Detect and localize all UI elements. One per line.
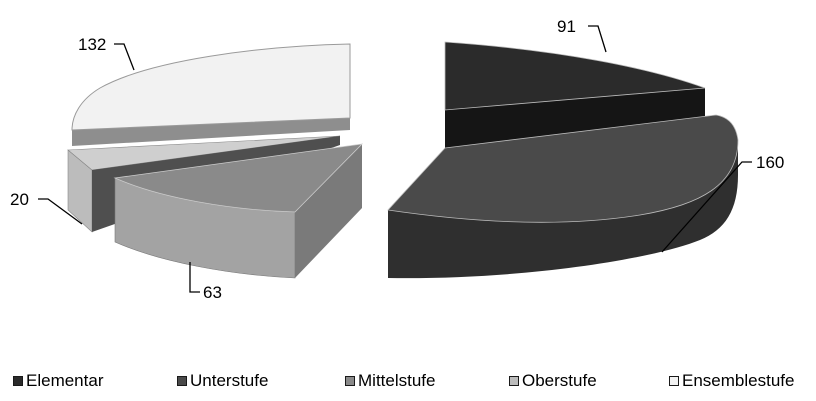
legend-item-oberstufe: Oberstufe bbox=[509, 371, 597, 391]
legend: Elementar Unterstufe Mittelstufe Oberstu… bbox=[0, 371, 816, 401]
legend-item-elementar: Elementar bbox=[13, 371, 103, 391]
pie-chart: 91 160 63 20 132 bbox=[10, 17, 784, 302]
slice-ensemblestufe-top bbox=[71, 43, 351, 131]
leader-line-unterstufe bbox=[661, 161, 752, 253]
legend-label-elementar: Elementar bbox=[26, 371, 104, 390]
slice-elementar-top bbox=[444, 41, 706, 111]
legend-label-unterstufe: Unterstufe bbox=[190, 371, 269, 390]
legend-item-mittelstufe: Mittelstufe bbox=[345, 371, 435, 391]
slice-ensemblestufe bbox=[71, 43, 351, 146]
leader-line-ensemblestufe bbox=[114, 43, 135, 71]
data-label-mittelstufe: 63 bbox=[203, 283, 222, 302]
slice-unterstufe bbox=[387, 114, 739, 279]
legend-label-ensemblestufe: Ensemblestufe bbox=[682, 371, 795, 390]
legend-swatch-ensemblestufe bbox=[669, 376, 679, 386]
slice-mittelstufe-end bbox=[295, 144, 362, 278]
leader-line-mittelstufe bbox=[189, 262, 200, 293]
leader-lines bbox=[38, 25, 752, 293]
legend-swatch-elementar bbox=[13, 376, 23, 386]
slice-unterstufe-side bbox=[388, 140, 738, 279]
leader-line-elementar bbox=[588, 25, 607, 53]
legend-item-ensemblestufe: Ensemblestufe bbox=[669, 371, 794, 391]
slice-elementar-side bbox=[445, 88, 705, 148]
slice-mittelstufe-top bbox=[113, 143, 364, 213]
legend-swatch-mittelstufe bbox=[345, 376, 355, 386]
legend-swatch-oberstufe bbox=[509, 376, 519, 386]
slice-mittelstufe bbox=[113, 143, 364, 279]
slice-elementar bbox=[444, 41, 706, 148]
data-label-ensemblestufe: 132 bbox=[78, 35, 106, 54]
legend-label-oberstufe: Oberstufe bbox=[522, 371, 597, 390]
legend-label-mittelstufe: Mittelstufe bbox=[358, 371, 436, 390]
legend-swatch-unterstufe bbox=[177, 376, 187, 386]
data-label-oberstufe: 20 bbox=[10, 190, 29, 209]
data-label-unterstufe: 160 bbox=[756, 153, 784, 172]
slice-ensemblestufe-side bbox=[72, 118, 350, 146]
leader-line-oberstufe bbox=[38, 198, 83, 225]
legend-item-unterstufe: Unterstufe bbox=[177, 371, 268, 391]
slice-unterstufe-top bbox=[387, 114, 739, 223]
data-label-elementar: 91 bbox=[557, 17, 576, 36]
